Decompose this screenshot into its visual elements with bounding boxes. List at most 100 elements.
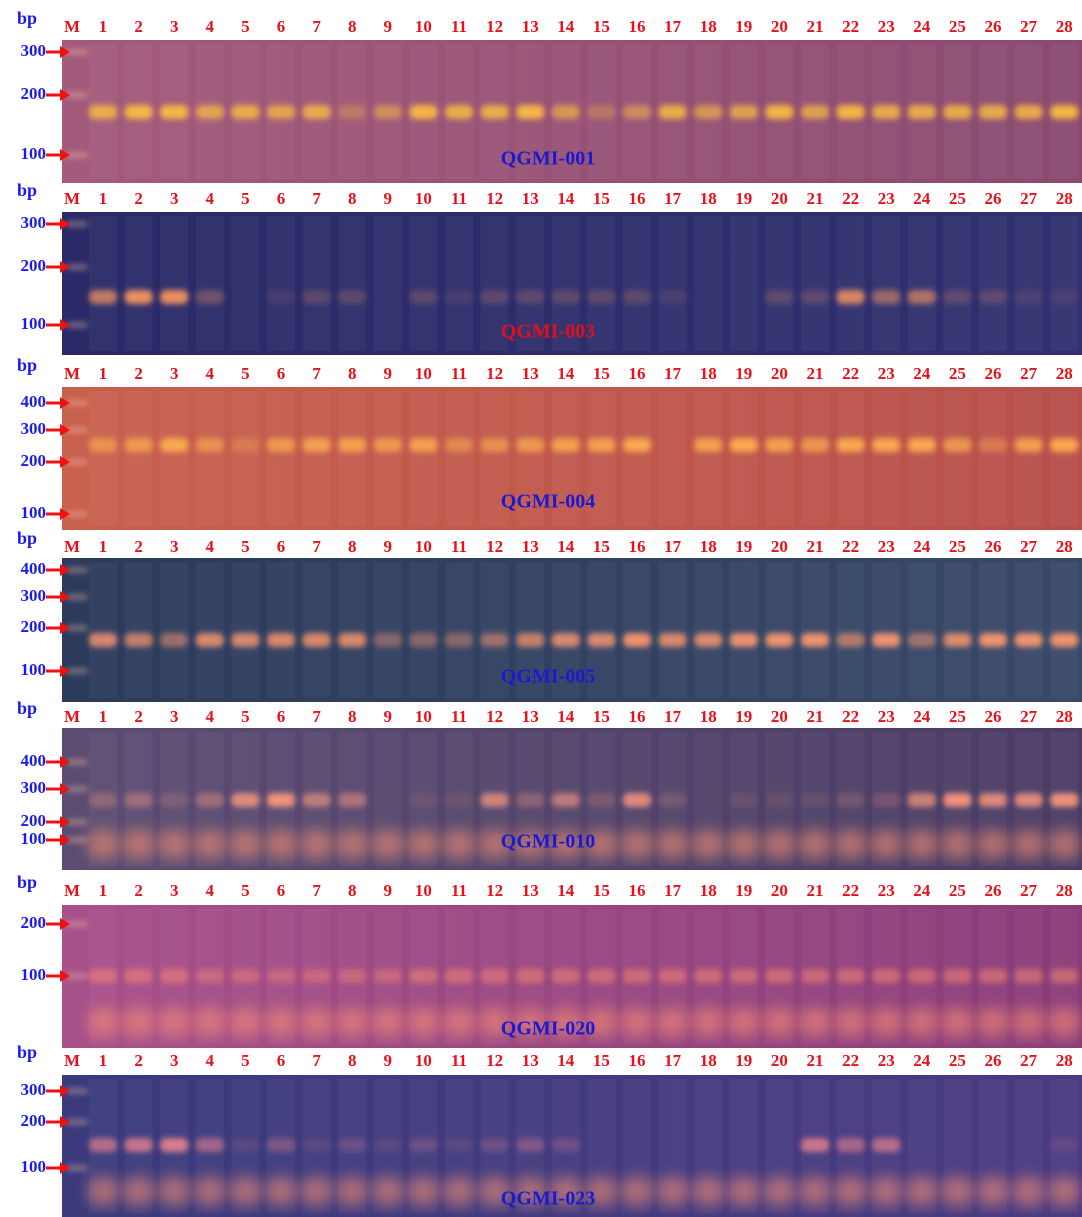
band xyxy=(872,633,900,647)
band xyxy=(1015,438,1043,452)
lane-smear xyxy=(765,216,793,351)
band xyxy=(1050,290,1078,304)
lane-smear xyxy=(872,216,900,351)
band xyxy=(89,793,117,807)
bottom-glow xyxy=(88,1177,118,1205)
bottom-glow xyxy=(800,1008,830,1036)
lane-label: 10 xyxy=(415,364,432,383)
lane-label: 6 xyxy=(277,707,286,726)
lane-label: 19 xyxy=(735,881,752,900)
band xyxy=(445,105,473,119)
bottom-glow xyxy=(764,1177,794,1205)
marker-lane-label: M xyxy=(64,17,80,36)
lane-label: 17 xyxy=(664,17,682,36)
band xyxy=(516,290,544,304)
lane-label: 13 xyxy=(522,537,539,556)
bottom-glow xyxy=(871,1008,901,1036)
lane-smear xyxy=(801,562,829,698)
band xyxy=(196,633,224,647)
band xyxy=(801,793,829,807)
band xyxy=(659,105,687,119)
lane-label: 18 xyxy=(700,189,717,208)
band xyxy=(730,633,758,647)
bottom-glow xyxy=(836,1008,866,1036)
band xyxy=(837,105,865,119)
band xyxy=(160,793,188,807)
bottom-glow xyxy=(159,1008,189,1036)
band xyxy=(730,105,758,119)
lane-label: 6 xyxy=(277,189,286,208)
lane-label: 18 xyxy=(700,537,717,556)
lane-smear xyxy=(89,562,117,698)
lane-label: 12 xyxy=(486,364,503,383)
band xyxy=(89,290,117,304)
band xyxy=(125,969,153,983)
lane-label: 16 xyxy=(629,537,646,556)
lane-label: 22 xyxy=(842,707,859,726)
lane-label: 15 xyxy=(593,537,610,556)
lane-label: 26 xyxy=(985,707,1002,726)
band xyxy=(231,793,259,807)
bottom-glow xyxy=(195,1008,225,1036)
lane-label: 22 xyxy=(842,364,859,383)
bottom-glow xyxy=(836,830,866,858)
lane-smear xyxy=(1050,391,1078,526)
band xyxy=(516,438,544,452)
lane-smear xyxy=(837,562,865,698)
panel-name: QGMI-020 xyxy=(501,1018,595,1040)
gel-panel: bpM1234567891011121314151617181920212223… xyxy=(17,1042,1082,1217)
band xyxy=(587,633,615,647)
lane-smear xyxy=(338,216,366,351)
band xyxy=(267,290,295,304)
bottom-glow xyxy=(266,1008,296,1036)
lane-smear xyxy=(659,562,687,698)
band xyxy=(979,969,1007,983)
band xyxy=(872,105,900,119)
lane-label: 5 xyxy=(241,881,250,900)
lane-label: 12 xyxy=(486,881,503,900)
band xyxy=(730,969,758,983)
band xyxy=(552,969,580,983)
lane-label: 2 xyxy=(134,881,143,900)
gel-panel: bpM1234567891011121314151617181920212223… xyxy=(17,8,1082,183)
bottom-glow xyxy=(622,1008,652,1036)
bottom-glow xyxy=(124,1177,154,1205)
lane-smear xyxy=(445,391,473,526)
band xyxy=(801,969,829,983)
ladder-label: 400 xyxy=(21,392,47,411)
ladder-label: 300 xyxy=(21,419,47,438)
bottom-glow xyxy=(302,1008,332,1036)
lane-label: 28 xyxy=(1056,537,1073,556)
lane-label: 10 xyxy=(415,17,432,36)
band xyxy=(445,1138,473,1152)
band xyxy=(801,290,829,304)
lane-label: 6 xyxy=(277,17,286,36)
lane-label: 11 xyxy=(451,707,467,726)
lane-label: 27 xyxy=(1020,17,1038,36)
ladder-label: 300 xyxy=(21,41,47,60)
band xyxy=(196,1138,224,1152)
lane-label: 22 xyxy=(842,1051,859,1070)
ladder-label: 200 xyxy=(21,256,47,275)
lane-label: 2 xyxy=(134,707,143,726)
lane-smear xyxy=(659,216,687,351)
lane-label: 28 xyxy=(1056,707,1073,726)
band xyxy=(445,633,473,647)
lane-smear xyxy=(89,216,117,351)
lane-smear xyxy=(160,391,188,526)
band xyxy=(837,1138,865,1152)
lane-label: 17 xyxy=(664,881,682,900)
lane-label: 27 xyxy=(1020,189,1038,208)
band xyxy=(481,105,509,119)
lane-smear xyxy=(837,391,865,526)
band xyxy=(481,1138,509,1152)
lane-smear xyxy=(374,216,402,351)
band xyxy=(160,290,188,304)
band xyxy=(125,290,153,304)
lane-label: 10 xyxy=(415,189,432,208)
lane-smear xyxy=(837,216,865,351)
lane-label: 3 xyxy=(170,537,179,556)
unit-label: bp xyxy=(17,528,37,548)
band xyxy=(125,793,153,807)
lane-smear xyxy=(303,216,331,351)
